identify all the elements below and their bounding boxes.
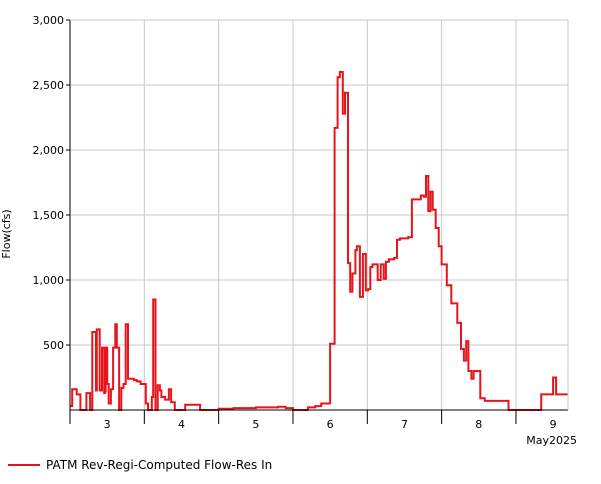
x-axis-ticks: 3 4 5 6 7 8 9	[104, 410, 557, 431]
x-tick-label: 7	[401, 418, 408, 431]
x-tick-label: 5	[252, 418, 259, 431]
y-axis-label: Flow(cfs)	[0, 209, 13, 258]
x-tick-label: 3	[104, 418, 111, 431]
x-period-label: May2025	[526, 434, 577, 447]
legend: PATM Rev-Regi-Computed Flow-Res In	[8, 458, 272, 472]
x-tick-label: 8	[475, 418, 482, 431]
series-line	[70, 71, 568, 411]
series-layer	[70, 71, 568, 411]
grid-lines	[70, 19, 568, 410]
y-tick-label: 1,000	[33, 274, 65, 287]
x-tick-label: 9	[550, 418, 557, 431]
y-tick-label: 500	[43, 339, 64, 352]
x-tick-label: 6	[327, 418, 334, 431]
y-tick-label: 2,500	[33, 79, 65, 92]
legend-label: PATM Rev-Regi-Computed Flow-Res In	[46, 458, 272, 472]
y-tick-label: 1,500	[33, 209, 65, 222]
y-axis-ticks: 500 1,000 1,500 2,000 2,500 3,000	[33, 14, 70, 352]
x-tick-label: 4	[178, 418, 185, 431]
y-tick-label: 2,000	[33, 144, 65, 157]
axes	[69, 19, 569, 424]
y-tick-label: 3,000	[33, 14, 65, 27]
